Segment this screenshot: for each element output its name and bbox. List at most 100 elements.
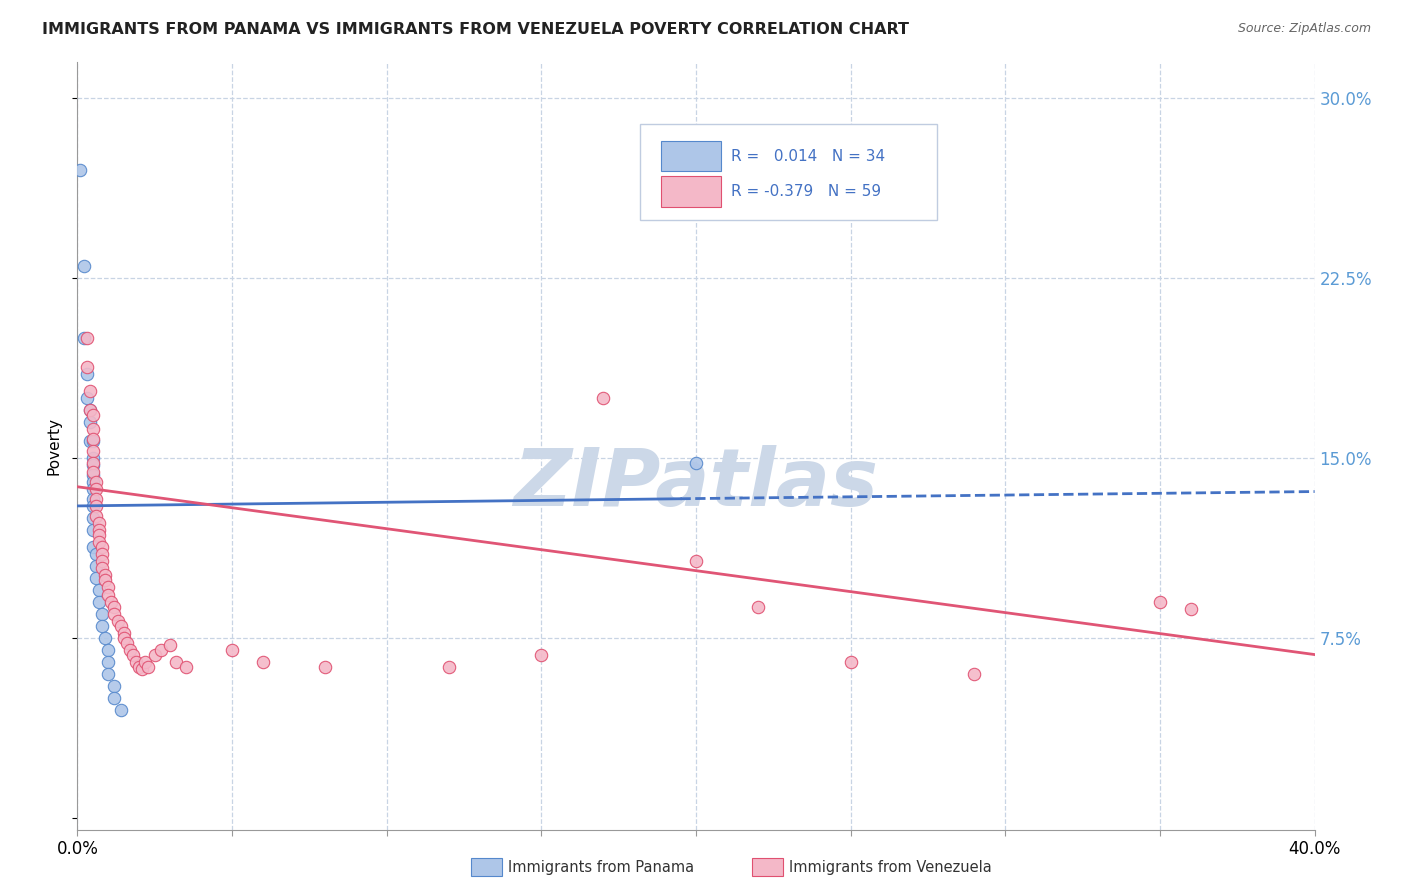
Point: [82, 456, 104, 470]
Point: [82, 540, 104, 554]
Point: [138, 659, 160, 673]
Point: [118, 642, 141, 657]
Point: [76, 367, 98, 381]
Point: [122, 648, 145, 662]
Point: [82, 466, 104, 480]
Point: [87, 534, 110, 549]
Point: [149, 642, 172, 657]
Point: [143, 648, 166, 662]
Text: ZIPatlas: ZIPatlas: [513, 445, 879, 524]
Point: [94, 631, 117, 645]
Point: [72, 331, 94, 345]
Point: [91, 619, 114, 633]
Point: [82, 482, 104, 496]
Point: [685, 456, 707, 470]
Point: [97, 588, 120, 602]
Point: [159, 638, 181, 652]
Point: [84, 482, 107, 496]
Point: [97, 581, 120, 595]
Point: [839, 655, 862, 669]
Point: [82, 422, 104, 436]
Point: [437, 659, 460, 673]
Point: [82, 491, 104, 506]
Point: [314, 659, 336, 673]
Point: [82, 499, 104, 513]
Point: [103, 607, 125, 621]
Point: [79, 384, 101, 398]
Point: [131, 662, 153, 676]
Point: [84, 475, 107, 489]
Point: [84, 491, 107, 506]
Point: [94, 568, 117, 582]
Point: [76, 391, 98, 405]
Point: [79, 403, 101, 417]
Text: IMMIGRANTS FROM PANAMA VS IMMIGRANTS FROM VENEZUELA POVERTY CORRELATION CHART: IMMIGRANTS FROM PANAMA VS IMMIGRANTS FRO…: [42, 22, 910, 37]
Point: [82, 475, 104, 489]
FancyBboxPatch shape: [661, 141, 721, 171]
Point: [125, 655, 148, 669]
Point: [79, 403, 101, 417]
Point: [103, 679, 125, 693]
Point: [91, 561, 114, 575]
Point: [76, 331, 98, 345]
Point: [82, 450, 104, 465]
Point: [592, 391, 614, 405]
Text: Source: ZipAtlas.com: Source: ZipAtlas.com: [1237, 22, 1371, 36]
Point: [79, 415, 101, 429]
FancyBboxPatch shape: [640, 124, 938, 219]
Point: [84, 499, 107, 513]
Point: [69, 163, 91, 178]
Point: [82, 511, 104, 525]
Point: [221, 642, 243, 657]
Point: [174, 659, 197, 673]
Point: [91, 554, 114, 568]
Point: [747, 599, 769, 614]
Text: Immigrants from Venezuela: Immigrants from Venezuela: [789, 860, 991, 874]
Point: [97, 655, 120, 669]
Point: [1149, 595, 1171, 609]
Point: [110, 619, 132, 633]
Point: [87, 527, 110, 541]
Point: [103, 599, 125, 614]
Point: [82, 443, 104, 458]
Point: [82, 434, 104, 449]
Point: [963, 666, 986, 681]
Point: [82, 408, 104, 422]
Point: [107, 614, 129, 628]
Point: [82, 432, 104, 446]
Point: [82, 523, 104, 537]
Point: [1180, 602, 1202, 616]
Point: [94, 573, 117, 587]
Point: [84, 558, 107, 573]
Point: [84, 508, 107, 523]
Point: [87, 523, 110, 537]
Point: [252, 655, 274, 669]
Point: [110, 703, 132, 717]
Point: [97, 642, 120, 657]
Y-axis label: Poverty: Poverty: [46, 417, 62, 475]
Point: [87, 582, 110, 597]
Point: [112, 626, 135, 640]
Point: [87, 595, 110, 609]
FancyBboxPatch shape: [661, 176, 721, 207]
Point: [112, 631, 135, 645]
Point: [91, 547, 114, 561]
Text: Immigrants from Panama: Immigrants from Panama: [508, 860, 693, 874]
Point: [134, 655, 156, 669]
Point: [91, 607, 114, 621]
Point: [87, 516, 110, 530]
Point: [128, 659, 150, 673]
Point: [76, 359, 98, 374]
Point: [97, 666, 120, 681]
Point: [100, 595, 122, 609]
Point: [72, 259, 94, 273]
Point: [115, 635, 138, 649]
Point: [84, 547, 107, 561]
Point: [84, 571, 107, 585]
Point: [103, 690, 125, 705]
Point: [82, 458, 104, 473]
Text: R =   0.014   N = 34: R = 0.014 N = 34: [731, 149, 884, 163]
Point: [79, 434, 101, 449]
Point: [165, 655, 187, 669]
Point: [82, 467, 104, 482]
